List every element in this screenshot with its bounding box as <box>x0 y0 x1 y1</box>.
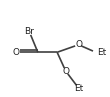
Text: Br: Br <box>24 27 34 36</box>
Text: Et: Et <box>74 84 83 93</box>
Text: O: O <box>75 40 82 49</box>
Text: O: O <box>62 67 69 76</box>
Text: O: O <box>13 48 20 57</box>
Text: Et: Et <box>97 48 106 57</box>
